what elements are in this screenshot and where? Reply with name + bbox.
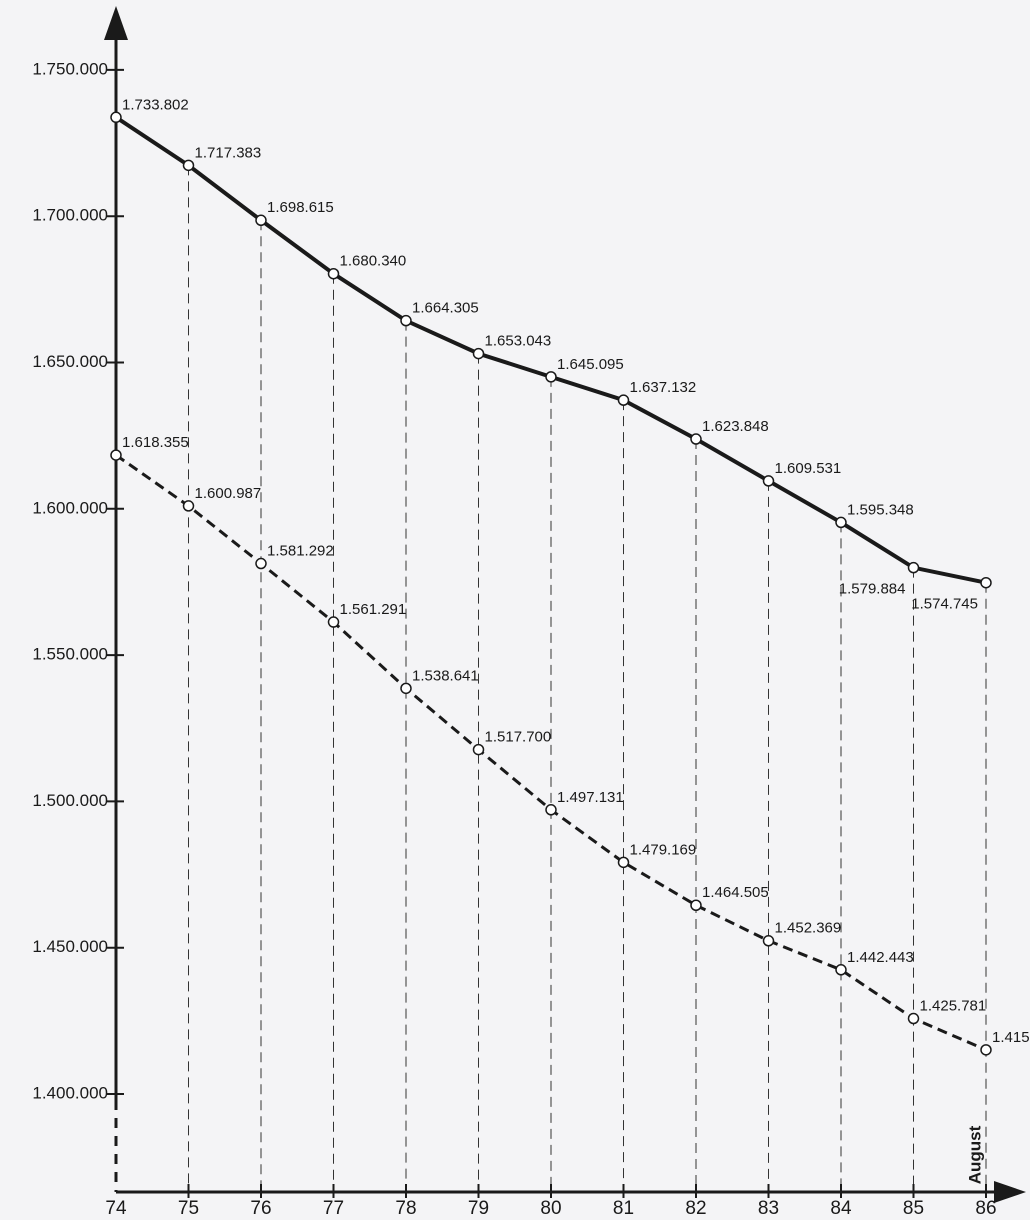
value-label: 1.561.291 (340, 601, 407, 618)
value-label: 1.664.305 (412, 300, 479, 317)
point (255, 214, 267, 227)
x-tick-label: 84 (830, 1198, 852, 1219)
value-label: 1.517.700 (485, 729, 552, 746)
point (255, 557, 267, 570)
point (835, 964, 847, 976)
point (907, 1012, 920, 1025)
x-axis-arrow (994, 1181, 1026, 1203)
x-tick-label: 77 (323, 1198, 344, 1219)
y-tick-label: 1.650.000 (32, 352, 108, 371)
point (472, 743, 485, 756)
point (762, 935, 775, 947)
point (980, 1044, 992, 1056)
point (182, 159, 195, 172)
point (400, 314, 412, 327)
point (690, 433, 702, 445)
point (545, 371, 557, 383)
point (617, 856, 630, 869)
x-tick-label: 85 (903, 1198, 924, 1219)
value-label: 1.653.043 (485, 333, 552, 350)
x-tick-label: 80 (540, 1198, 561, 1219)
x-tick-label: 76 (250, 1198, 271, 1219)
y-tick-label: 1.400.000 (32, 1083, 108, 1102)
y-tick-label: 1.750.000 (32, 59, 108, 78)
point (327, 267, 340, 280)
value-label: 1.452.369 (775, 920, 842, 937)
value-label: 1.538.641 (412, 667, 479, 684)
x-tick-label: 86 (975, 1198, 996, 1219)
point (400, 682, 412, 695)
point (110, 449, 122, 461)
value-label: 1.680.340 (340, 253, 407, 270)
y-tick-label: 1.450.000 (32, 937, 108, 956)
value-label: 1.637.132 (630, 379, 697, 396)
y-tick-label: 1.550.000 (32, 645, 108, 664)
y-axis-arrow (104, 6, 128, 40)
value-label: 1.733.802 (122, 96, 189, 113)
value-label: 1.645.095 (557, 356, 624, 373)
point (545, 804, 557, 816)
annotation: August (965, 1125, 984, 1184)
point (182, 500, 195, 512)
x-tick-label: 79 (468, 1198, 489, 1219)
x-tick-label: 83 (758, 1198, 779, 1219)
x-tick-label: 82 (685, 1198, 706, 1219)
value-label: 1.574.745 (911, 596, 978, 613)
point (980, 576, 992, 589)
y-tick-label: 1.700.000 (32, 206, 108, 225)
y-tick-label: 1.500.000 (32, 791, 108, 810)
point (762, 475, 775, 487)
point (472, 347, 485, 360)
value-label: 1.698.615 (267, 199, 334, 216)
value-label: 1.425.781 (920, 998, 987, 1015)
value-label: 1.497.131 (557, 789, 624, 806)
value-label: 1.579.884 (839, 581, 906, 598)
y-tick-label: 1.600.000 (32, 498, 108, 517)
value-label: 1.479.169 (630, 841, 697, 858)
value-label: 1.595.348 (847, 501, 914, 518)
value-label: 1.464.505 (702, 884, 769, 901)
x-tick-label: 75 (178, 1198, 199, 1219)
value-label: 1.600.987 (195, 485, 262, 502)
point (907, 561, 920, 574)
x-tick-label: 74 (105, 1198, 127, 1219)
point (327, 616, 340, 628)
value-label: 1.581.292 (267, 543, 334, 560)
point (617, 394, 630, 406)
value-label: 1.623.848 (702, 418, 769, 435)
value-label: 1.415.078 (992, 1029, 1030, 1046)
value-label: 1.618.355 (122, 434, 189, 451)
value-label: 1.717.383 (195, 144, 262, 161)
point (835, 516, 847, 529)
x-tick-label: 78 (395, 1198, 416, 1219)
point (690, 899, 702, 911)
value-label: 1.609.531 (775, 460, 842, 477)
x-tick-label: 81 (613, 1198, 634, 1219)
value-label: 1.442.443 (847, 949, 914, 966)
point (110, 111, 122, 124)
